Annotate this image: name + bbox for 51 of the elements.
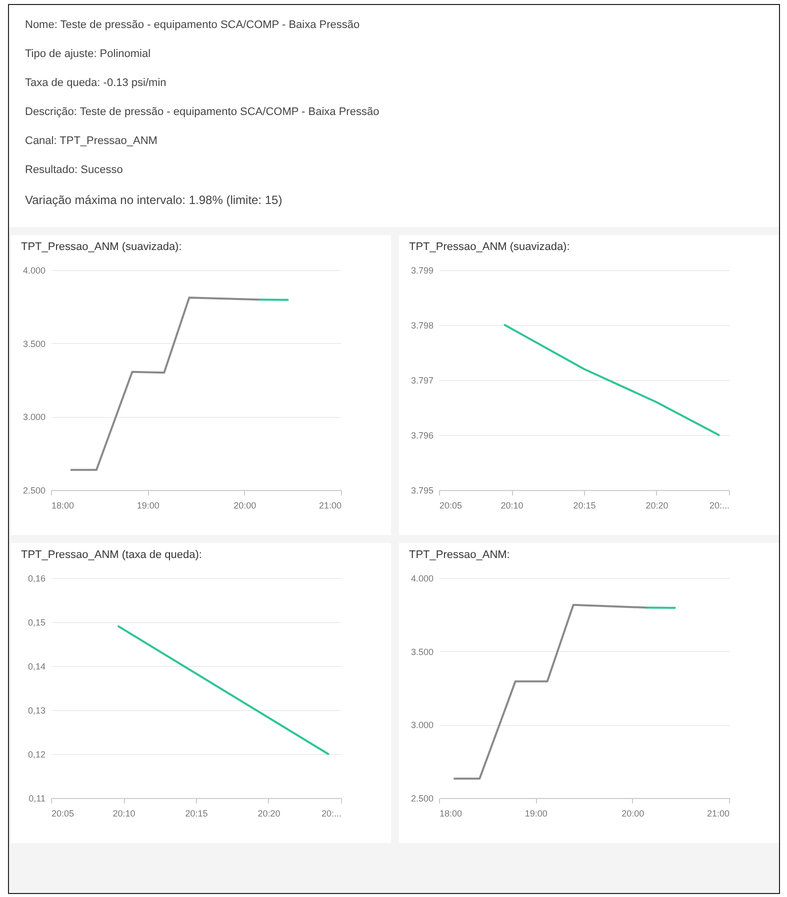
- x-tick-label: 18:00: [52, 500, 74, 510]
- x-tick-label: 20:05: [52, 808, 74, 818]
- x-tick-label: 20:20: [646, 500, 668, 510]
- x-tick-label: 20:00: [234, 500, 256, 510]
- x-tick-label: 20:00: [622, 808, 644, 818]
- chart-title: TPT_Pressao_ANM (suavizada):: [409, 241, 570, 253]
- x-tick-label: 20:15: [185, 808, 208, 818]
- y-tick-label: 3.795: [410, 486, 434, 496]
- text: Taxa de queda: -0.13 psi/min: [25, 77, 168, 89]
- text: Canal: TPT_Pressao_ANM: [25, 135, 158, 147]
- text: Descrição: Teste de pressão - equipamento SCA/COMP - Baixa Pressão: [25, 106, 380, 118]
- line-series: [70, 296, 261, 471]
- x-tick-label: 19:00: [136, 500, 160, 510]
- x-tick-label: 18:00: [440, 808, 462, 818]
- y-tick-label: 3.000: [410, 720, 434, 730]
- text: Resultado: Sucesso: [25, 164, 124, 176]
- x-tick-label: 21:00: [318, 500, 342, 510]
- y-tick-label: 0,11: [28, 794, 46, 804]
- x-tick-label: 20:15: [573, 500, 596, 510]
- y-tick-label: 0,15: [28, 618, 46, 628]
- y-tick-label: 2.500: [22, 486, 46, 496]
- y-tick-label: 4.000: [410, 574, 434, 584]
- chart-title: TPT_Pressao_ANM (taxa de queda):: [21, 549, 202, 561]
- y-tick-label: 3.000: [22, 412, 46, 422]
- y-tick-label: 0,13: [28, 706, 46, 716]
- x-tick-label: 20:...: [709, 500, 730, 510]
- chart-title: TPT_Pressao_ANM (suavizada):: [21, 241, 182, 253]
- line-series: [453, 604, 648, 780]
- y-tick-label: 0,16: [28, 574, 46, 584]
- text: Variação máxima no intervalo: 1.98% (limite: 15): [25, 193, 284, 207]
- chart-title: TPT_Pressao_ANM:: [409, 549, 510, 561]
- y-tick-label: 3.797: [410, 376, 434, 386]
- y-tick-label: 0,14: [28, 662, 46, 672]
- x-tick-label: 20:...: [321, 808, 342, 818]
- x-tick-label: 20:05: [440, 500, 462, 510]
- x-tick-label: 20:20: [258, 808, 280, 818]
- x-tick-label: 20:10: [500, 500, 524, 510]
- text: Nome: Teste de pressão - equipamento SCA/COMP - Baixa Pressão: [25, 19, 361, 31]
- line-series: [504, 324, 720, 436]
- y-tick-label: 0,12: [28, 750, 46, 760]
- y-tick-label: 3.796: [410, 430, 434, 440]
- x-tick-label: 20:10: [112, 808, 136, 818]
- x-tick-label: 21:00: [706, 808, 730, 818]
- y-tick-label: 4.000: [22, 266, 46, 276]
- y-tick-label: 3.799: [410, 266, 434, 276]
- y-tick-label: 3.500: [410, 646, 434, 657]
- y-tick-label: 3.798: [410, 320, 434, 330]
- x-tick-label: 19:00: [524, 808, 548, 818]
- y-tick-label: 2.500: [410, 794, 434, 804]
- text: Tipo de ajuste: Polinomial: [25, 48, 152, 60]
- y-tick-label: 3.500: [22, 338, 46, 349]
